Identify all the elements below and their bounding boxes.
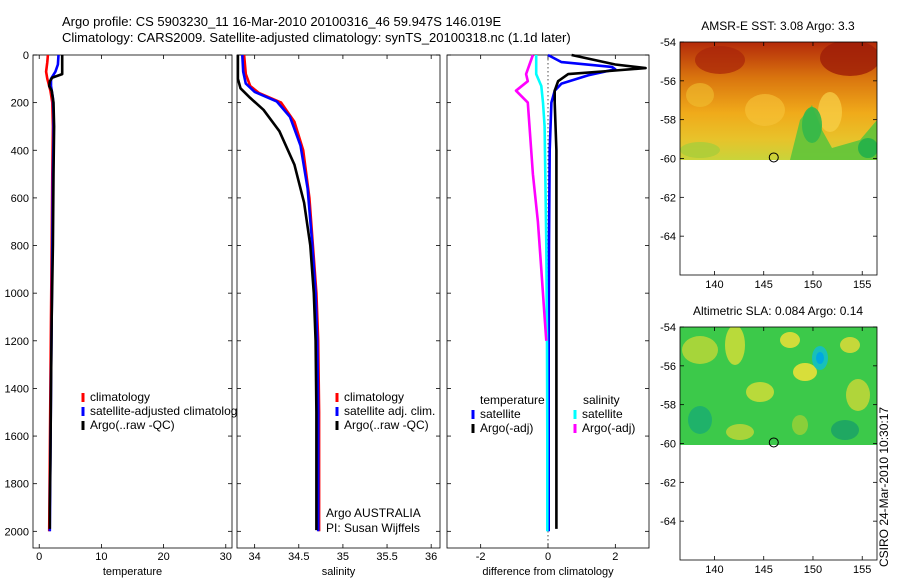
series-line-salinity-satellite: [534, 55, 549, 532]
y-tick-label: 1000: [5, 288, 29, 300]
sla-map-title: Altimetric SLA: 0.084 Argo: 0.14: [693, 304, 863, 318]
y-tick-label: 1800: [5, 479, 29, 491]
sla-map-image: [680, 327, 877, 445]
series-line-argo-raw-qc-: [47, 55, 64, 529]
x-tick-label: 36: [425, 551, 437, 563]
temperature-panel: 0 10 20 30 0 200 400 600 800 1000 1200 1400 1600 1800…: [5, 50, 238, 578]
sst-map: AMSR-E SST: 3.08 Argo: 3.3 140 145 150 155 -…: [660, 19, 878, 291]
legend-label: climatology: [344, 390, 404, 404]
y-tick-label: 400: [11, 145, 29, 157]
x-tick-label: 140: [705, 279, 723, 291]
sla-map-axes: 140 145 150 155 -54 -56 -58 -60 -62 -64: [660, 322, 877, 576]
x-tick-label: 20: [157, 551, 169, 563]
series-line-climatology: [242, 54, 321, 532]
legend-label: satellite: [582, 407, 623, 421]
legend-label: Argo(-adj): [480, 421, 533, 435]
x-tick-label: 10: [95, 551, 107, 563]
y-tick-label: -60: [660, 439, 676, 451]
y-tick-label: 0: [23, 50, 29, 62]
legend-label: Argo(..raw -QC): [90, 418, 175, 432]
y-tick-label: 600: [11, 193, 29, 205]
x-tick-label: 155: [853, 279, 871, 291]
sst-argo-marker: [768, 152, 779, 163]
legend-header-salinity: salinity: [583, 393, 620, 407]
salinity-panel: 34 34.5 35 35.5 36 salinity climatologysatelli…: [236, 54, 441, 578]
legend-label: satellite: [480, 407, 521, 421]
legend-label: satellite adj. clim.: [344, 404, 435, 418]
sla-argo-marker: [768, 437, 779, 448]
y-tick-label: 2000: [5, 526, 29, 538]
y-tick-label: -54: [660, 322, 676, 334]
x-axis-label: temperature: [103, 566, 162, 578]
series-line-argo-raw-qc-: [236, 55, 318, 531]
x-tick-label: 155: [853, 564, 871, 576]
x-tick-label: 30: [220, 551, 232, 563]
x-tick-label: 145: [755, 279, 773, 291]
x-tick-label: 34: [249, 551, 261, 563]
legend-label: satellite-adjusted climatolog: [90, 404, 237, 418]
y-tick-label: -62: [660, 477, 676, 489]
series-line-satellite-adj-clim-: [241, 54, 320, 532]
x-tick-label: 35: [337, 551, 349, 563]
y-tick-label: -54: [660, 37, 676, 49]
series-line-salinity-argo-adj-: [514, 54, 548, 341]
legend-label: Argo(-adj): [582, 421, 635, 435]
x-tick-label: 150: [804, 279, 822, 291]
x-tick-label: -2: [476, 551, 486, 563]
sla-map: Altimetric SLA: 0.084 Argo: 0.14 140 145 1…: [660, 304, 878, 576]
y-tick-label: -62: [660, 192, 676, 204]
plot-frame: [236, 54, 441, 549]
x-tick-label: 0: [545, 551, 551, 563]
y-tick-label: -58: [660, 115, 676, 127]
series-line-temperature-argo-adj-: [553, 53, 647, 529]
y-tick-label: -58: [660, 400, 676, 412]
annotation-argo-australia: Argo AUSTRALIA: [326, 506, 421, 520]
annotation-pi: PI: Susan Wijffels: [326, 521, 420, 535]
sst-map-title: AMSR-E SST: 3.08 Argo: 3.3: [701, 19, 855, 33]
y-tick-label: -56: [660, 76, 676, 88]
plot-frame: [32, 54, 233, 549]
y-tick-label: 1200: [5, 336, 29, 348]
figure-title-line-1: Argo profile: CS 5903230_11 16-Mar-2010 …: [62, 14, 502, 29]
legend-label: Argo(..raw -QC): [344, 418, 429, 432]
sst-map-axes: 140 145 150 155 -54 -56 -58 -60 -62 -64: [660, 37, 877, 291]
y-tick-label: -60: [660, 154, 676, 166]
figure-title-line-2: Climatology: CARS2009. Satellite-adjuste…: [62, 30, 571, 45]
x-axis-label: salinity: [322, 566, 356, 578]
credit-stamp: CSIRO 24-Mar-2010 10:30:17: [877, 407, 891, 567]
y-tick-label: 1600: [5, 431, 29, 443]
series-line-temperature-satellite: [547, 53, 617, 532]
y-tick-label: 1400: [5, 383, 29, 395]
y-tick-label: -64: [660, 516, 676, 528]
difference-panel: -2 0 2 difference from climatology temperatu…: [446, 53, 650, 578]
x-tick-label: 34.5: [288, 551, 309, 563]
legend-header-temperature: temperature: [480, 393, 545, 407]
x-tick-label: 0: [36, 551, 42, 563]
x-tick-label: 2: [612, 551, 618, 563]
y-tick-label: -56: [660, 361, 676, 373]
x-tick-label: 145: [755, 564, 773, 576]
sst-map-image: [680, 42, 877, 160]
y-tick-label: 800: [11, 241, 29, 253]
y-tick-label: -64: [660, 231, 676, 243]
x-tick-label: 150: [804, 564, 822, 576]
legend-label: climatology: [90, 390, 150, 404]
y-tick-label: 200: [11, 98, 29, 110]
x-tick-label: 140: [705, 564, 723, 576]
x-axis-label: difference from climatology: [482, 566, 614, 578]
x-tick-label: 35.5: [376, 551, 397, 563]
